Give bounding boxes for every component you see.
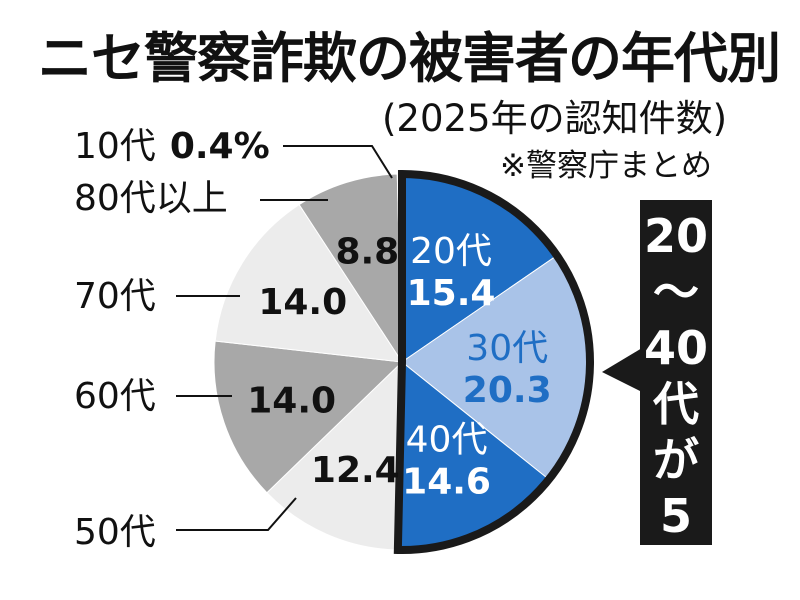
slice-value-label: 15.4	[407, 273, 496, 314]
pie-slice	[213, 340, 404, 494]
slice-category-label: 80代以上	[74, 178, 228, 219]
leader-line	[283, 145, 393, 179]
source-note: ※警察庁まとめ	[500, 148, 712, 184]
callout-line-4: 代	[653, 377, 699, 431]
pie-slice	[214, 203, 403, 363]
callout-line-3: 40	[643, 321, 708, 375]
callout-box: 20 〜 40 代 が 5 割	[640, 200, 712, 599]
slice-value-label: 0.4%	[170, 126, 270, 167]
slice-value-label: 20.3	[463, 370, 552, 411]
callout-line-7: 割	[653, 545, 699, 599]
callout-pointer	[602, 348, 642, 392]
slice-value-label: 14.0	[247, 381, 336, 422]
pie-slice	[266, 360, 403, 551]
callout-line-5: が	[653, 433, 699, 487]
chart-title: ニセ警察詐欺の被害者の年代別	[38, 27, 781, 90]
slice-category-label: 70代	[74, 276, 156, 317]
slice-value-label: 14.6	[402, 461, 491, 502]
slice-value-label: 8.8	[335, 232, 399, 273]
slice-category-label: 40代	[406, 419, 488, 460]
slice-category-label: 20代	[410, 231, 492, 272]
callout-line-2: 〜	[653, 265, 699, 319]
leader-lines	[176, 145, 393, 531]
slice-category-label: 30代	[466, 328, 548, 369]
slice-category-label: 10代 0.4%	[74, 126, 270, 167]
pie-slice	[298, 173, 403, 364]
callout-line-1: 20	[643, 209, 708, 263]
leader-line	[176, 497, 297, 531]
slice-category-label: 50代	[74, 512, 156, 553]
chart-subtitle: (2025年の認知件数)	[382, 97, 728, 140]
callout-line-6: 5	[659, 489, 692, 543]
slice-category-label: 60代	[74, 376, 156, 417]
highlight-outline-arc	[393, 169, 594, 554]
slice-value-label: 14.0	[258, 282, 347, 323]
slice-value-label: 12.4	[311, 450, 400, 491]
